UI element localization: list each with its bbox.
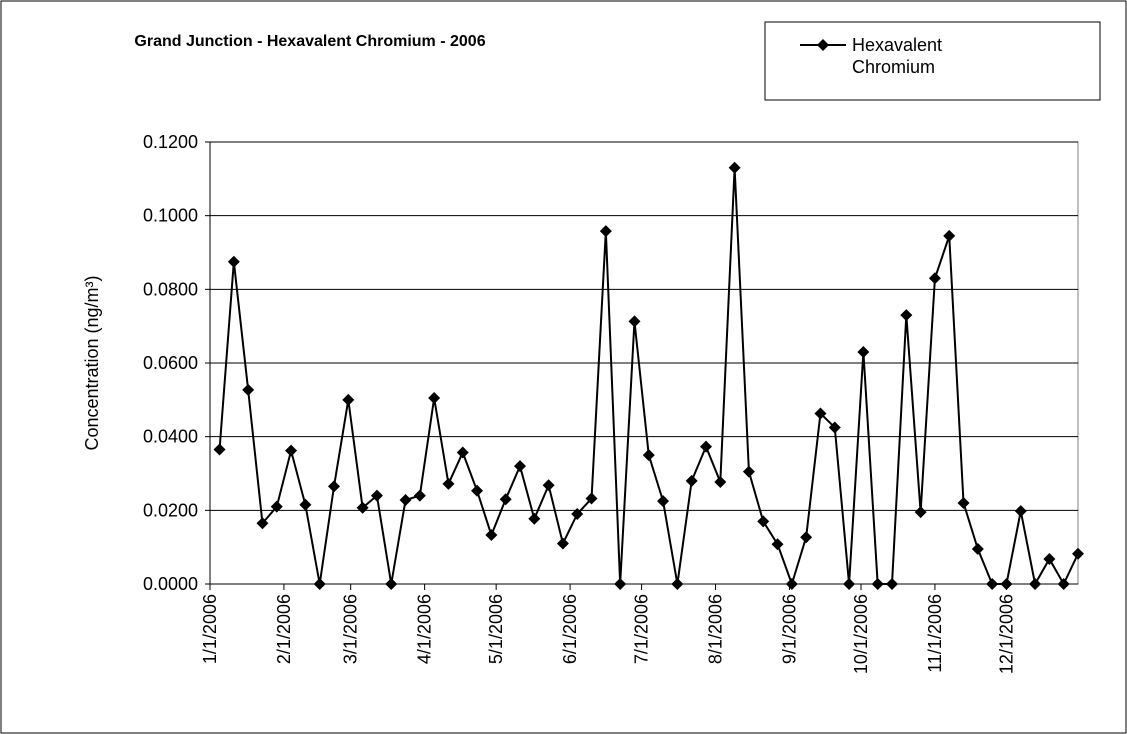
legend-marker [817, 39, 829, 51]
data-point [227, 255, 240, 268]
data-point [599, 225, 612, 238]
x-tick-label: 6/1/2006 [560, 594, 580, 664]
data-point [1029, 578, 1042, 590]
data-point [1057, 578, 1070, 590]
data-point [328, 480, 340, 493]
data-point [342, 393, 355, 406]
data-point [857, 345, 870, 358]
x-tick-label: 4/1/2006 [415, 594, 435, 664]
data-point [657, 495, 670, 508]
x-tick-label: 11/1/2006 [925, 594, 945, 673]
y-tick-label: 0.0800 [143, 279, 198, 299]
data-point [785, 578, 798, 590]
x-tick-label: 12/1/2006 [996, 594, 1016, 674]
data-point [914, 506, 927, 519]
data-point [1043, 552, 1056, 565]
data-point [270, 500, 283, 513]
y-tick-label: 0.0000 [143, 574, 198, 594]
data-point [1014, 505, 1027, 518]
data-point [986, 578, 999, 590]
data-point [1000, 578, 1013, 590]
data-point [928, 272, 941, 285]
data-point [671, 578, 684, 590]
data-point [514, 460, 526, 473]
data-point [642, 449, 655, 462]
data-point [485, 529, 498, 542]
data-point [871, 578, 884, 590]
x-tick-label: 10/1/2006 [851, 594, 871, 674]
y-tick-label: 0.0600 [143, 353, 198, 373]
data-point [728, 161, 741, 174]
data-point [585, 492, 598, 505]
data-point [757, 515, 770, 528]
legend-label: Hexavalent Chromium [852, 35, 943, 77]
data-point [499, 493, 512, 506]
x-tick-label: 5/1/2006 [486, 594, 506, 664]
data-point [843, 578, 856, 590]
data-point [356, 501, 369, 514]
data-point [971, 543, 984, 556]
data-point [886, 578, 898, 590]
y-tick-label: 0.1200 [143, 132, 198, 152]
y-tick-label: 0.0200 [143, 500, 198, 520]
data-point [399, 494, 412, 507]
legend-box [764, 21, 1101, 101]
data-point [1072, 547, 1084, 560]
data-point [685, 474, 698, 487]
y-tick-label: 0.1000 [143, 206, 198, 226]
data-point [828, 421, 841, 434]
data-point [571, 508, 584, 521]
data-point [528, 512, 541, 525]
data-point [256, 517, 269, 530]
data-point [714, 475, 727, 488]
data-point [542, 479, 555, 492]
data-point [900, 309, 913, 322]
x-tick-label: 1/1/2006 [200, 594, 220, 664]
data-point [413, 489, 426, 502]
x-tick-label: 3/1/2006 [341, 594, 361, 664]
data-point [428, 391, 441, 404]
data-point [628, 315, 641, 328]
y-tick-label: 0.0400 [143, 427, 198, 447]
data-point [771, 538, 784, 551]
data-point [556, 537, 569, 550]
data-point [213, 443, 226, 456]
data-point [385, 578, 398, 590]
x-tick-label: 8/1/2006 [706, 594, 726, 664]
data-point [957, 496, 970, 509]
data-point [800, 531, 813, 544]
data-point [285, 444, 298, 457]
data-point [370, 489, 383, 502]
data-point [742, 465, 755, 478]
data-point [456, 446, 469, 459]
data-point [943, 229, 956, 242]
x-tick-label: 9/1/2006 [779, 594, 799, 664]
chart-title: Grand Junction - Hexavalent Chromium - 2… [134, 33, 485, 50]
data-point [700, 440, 712, 453]
data-point [442, 477, 455, 490]
data-point [299, 498, 312, 511]
data-point [471, 484, 484, 497]
data-point [242, 383, 255, 396]
data-point [614, 578, 627, 590]
data-point [313, 578, 326, 590]
x-tick-label: 7/1/2006 [632, 594, 652, 664]
data-point [814, 407, 827, 420]
y-axis-label: Concentration (ng/m³) [82, 275, 102, 450]
x-tick-label: 2/1/2006 [274, 594, 294, 664]
